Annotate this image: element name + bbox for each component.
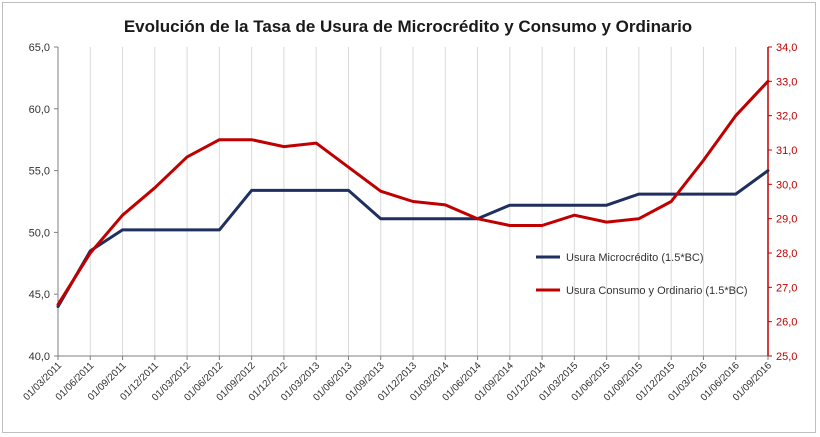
left-tick-label: 55,0 (29, 166, 50, 178)
left-tick-label: 65,0 (29, 42, 50, 54)
left-tick-label: 45,0 (29, 289, 50, 301)
legend-label-1: Usura Microcrédito (1.5*BC) (566, 252, 704, 264)
legend: Usura Microcrédito (1.5*BC) Usura Consumo… (536, 252, 748, 297)
series-line-1 (56, 169, 770, 309)
right-tick-label: 34,0 (776, 42, 797, 54)
left-axis-ticks: 40,0 45,0 50,0 55,0 60,0 65,0 (29, 42, 58, 363)
x-axis-ticks: 01/03/201101/06/201101/09/201101/12/2011… (21, 356, 774, 404)
right-axis-ticks: 25,0 26,0 27,0 28,0 29,0 30,0 31,0 32,0 33,0 34,0 (768, 42, 797, 363)
legend-label-2: Usura Consumo y Ordinario (1.5*BC) (566, 285, 748, 297)
right-tick-label: 31,0 (776, 145, 797, 157)
left-tick-label: 40,0 (29, 351, 50, 363)
right-tick-label: 29,0 (776, 214, 797, 226)
right-tick-label: 25,0 (776, 351, 797, 363)
right-tick-label: 27,0 (776, 282, 797, 294)
right-tick-label: 32,0 (776, 111, 797, 123)
right-tick-label: 33,0 (776, 76, 797, 88)
chart-title: Evolución de la Tasa de Usura de Microcr… (124, 17, 692, 36)
right-tick-label: 28,0 (776, 248, 797, 260)
right-tick-label: 30,0 (776, 179, 797, 191)
right-tick-label: 26,0 (776, 317, 797, 329)
left-tick-label: 60,0 (29, 104, 50, 116)
series-lines (56, 79, 770, 309)
series-line-2 (56, 79, 770, 306)
left-tick-label: 50,0 (29, 227, 50, 239)
